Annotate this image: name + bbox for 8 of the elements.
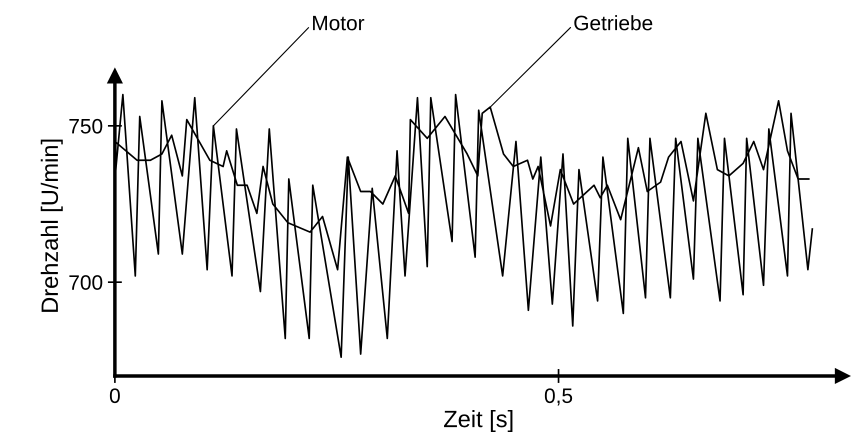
y-tick-label: 700: [69, 275, 102, 290]
text: Motor: [313, 16, 364, 30]
x-tick-label: 0,5: [544, 388, 572, 406]
text: Getriebe: [574, 15, 652, 30]
y-tick-label: 750: [69, 118, 102, 134]
x-tick-label: 0: [110, 388, 120, 404]
y-axis-title: Drehzahl [U/min]: [40, 140, 63, 312]
x-axis-title: Zeit [s]: [444, 410, 512, 432]
